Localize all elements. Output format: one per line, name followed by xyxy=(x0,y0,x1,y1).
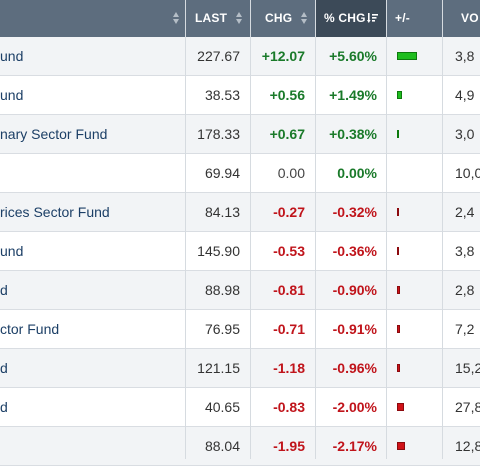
last-price: 76.95 xyxy=(204,321,240,337)
table-row[interactable]: und 227.67 +12.07 +5.60% 3,8 xyxy=(0,37,480,76)
fund-name-link[interactable]: d xyxy=(0,360,8,376)
column-divider xyxy=(442,0,443,459)
percent-change-value: -2.00% xyxy=(332,399,377,415)
percent-change-value: 0.00% xyxy=(337,165,377,181)
change-bar xyxy=(397,130,399,138)
change-bar xyxy=(397,247,399,255)
change-bar xyxy=(397,325,400,333)
change-value: -1.95 xyxy=(273,438,305,454)
table-row[interactable]: und 145.90 -0.53 -0.36% 3,8 xyxy=(0,232,480,271)
change-value: -0.27 xyxy=(273,204,305,220)
column-header-chg[interactable]: CHG xyxy=(265,11,293,25)
change-bar xyxy=(397,208,399,216)
percent-change-value: -0.91% xyxy=(332,321,377,337)
last-price: 69.94 xyxy=(204,165,240,181)
fund-name-link[interactable] xyxy=(0,427,184,465)
table-row[interactable]: d 40.65 -0.83 -2.00% 27,8 xyxy=(0,388,480,427)
change-value: -0.71 xyxy=(273,321,305,337)
last-price: 145.90 xyxy=(197,243,240,259)
column-header-last[interactable]: LAST xyxy=(195,11,228,25)
volume-value: 10,0 xyxy=(455,165,480,181)
fund-name-link[interactable]: und xyxy=(0,243,24,259)
table-row[interactable]: rices Sector Fund 84.13 -0.27 -0.32% 2,4 xyxy=(0,193,480,232)
percent-change-value: +1.49% xyxy=(329,87,377,103)
percent-change-value: -2.17% xyxy=(332,438,377,454)
change-value: -0.83 xyxy=(273,399,305,415)
table-row[interactable]: d 121.15 -1.18 -0.96% 15,2 xyxy=(0,349,480,388)
volume-value: 27,8 xyxy=(455,399,480,415)
table-row[interactable]: ctor Fund 76.95 -0.71 -0.91% 7,2 xyxy=(0,310,480,349)
change-value: 0.00 xyxy=(277,165,305,181)
table-row[interactable]: 69.94 0.00 0.00% 10,0 xyxy=(0,154,480,193)
change-bar xyxy=(397,91,402,99)
percent-change-value: -0.90% xyxy=(332,282,377,298)
volume-value: 2,8 xyxy=(455,282,475,298)
table-row[interactable]: nary Sector Fund 178.33 +0.67 +0.38% 3,0 xyxy=(0,115,480,154)
column-header-pct-chg[interactable]: % CHG xyxy=(316,0,386,37)
column-divider xyxy=(185,0,186,459)
percent-change-value: +0.38% xyxy=(329,126,377,142)
column-divider xyxy=(250,0,251,459)
sort-arrows-icon[interactable] xyxy=(173,12,180,25)
change-bar xyxy=(397,286,400,294)
column-header-volume[interactable]: VO xyxy=(461,11,479,25)
volume-value: 7,2 xyxy=(455,321,475,337)
volume-value: 15,2 xyxy=(455,360,480,376)
table-row[interactable]: 88.04 -1.95 -2.17% 12,8 xyxy=(0,427,480,466)
last-price: 178.33 xyxy=(197,126,240,142)
fund-name-link[interactable]: d xyxy=(0,399,8,415)
table-row[interactable]: und 38.53 +0.56 +1.49% 4,9 xyxy=(0,76,480,115)
last-price: 40.65 xyxy=(204,399,240,415)
change-bar xyxy=(397,52,417,60)
column-header-pct-chg-label: % CHG xyxy=(324,11,366,25)
fund-name-link[interactable] xyxy=(0,154,184,192)
sort-descending-icon[interactable] xyxy=(367,12,379,24)
fund-name-link[interactable]: d xyxy=(0,282,8,298)
change-value: -1.18 xyxy=(273,360,305,376)
fund-name-link[interactable]: nary Sector Fund xyxy=(0,126,108,142)
change-bar xyxy=(397,403,404,411)
sort-arrows-icon[interactable] xyxy=(236,12,243,25)
column-header-plus-minus[interactable]: +/- xyxy=(395,11,410,25)
volume-value: 3,0 xyxy=(455,126,475,142)
last-price: 88.04 xyxy=(204,438,240,454)
last-price: 84.13 xyxy=(204,204,240,220)
change-bar xyxy=(397,442,405,450)
fund-name-link[interactable]: und xyxy=(0,48,24,64)
fund-name-link[interactable]: rices Sector Fund xyxy=(0,204,110,220)
volume-value: 3,8 xyxy=(455,48,475,64)
column-divider xyxy=(386,0,387,459)
change-value: +0.56 xyxy=(269,87,305,103)
percent-change-value: -0.36% xyxy=(332,243,377,259)
last-price: 121.15 xyxy=(197,360,240,376)
volume-value: 4,9 xyxy=(455,87,475,103)
fund-name-link[interactable]: ctor Fund xyxy=(0,321,60,337)
change-value: -0.53 xyxy=(273,243,305,259)
sort-arrows-icon[interactable] xyxy=(301,12,308,25)
last-price: 88.98 xyxy=(204,282,240,298)
table-row[interactable]: d 88.98 -0.81 -0.90% 2,8 xyxy=(0,271,480,310)
volume-value: 2,4 xyxy=(455,204,475,220)
table-header: LAST CHG % CHG +/- VO xyxy=(0,0,480,37)
last-price: 38.53 xyxy=(204,87,240,103)
percent-change-value: -0.96% xyxy=(332,360,377,376)
change-value: -0.81 xyxy=(273,282,305,298)
change-value: +0.67 xyxy=(269,126,305,142)
volume-value: 3,8 xyxy=(455,243,475,259)
percent-change-value: -0.32% xyxy=(332,204,377,220)
percent-change-value: +5.60% xyxy=(329,48,377,64)
fund-name-link[interactable]: und xyxy=(0,87,24,103)
change-bar xyxy=(397,364,400,372)
last-price: 227.67 xyxy=(197,48,240,64)
volume-value: 12,8 xyxy=(455,438,480,454)
change-value: +12.07 xyxy=(261,48,305,64)
column-divider xyxy=(315,0,316,459)
